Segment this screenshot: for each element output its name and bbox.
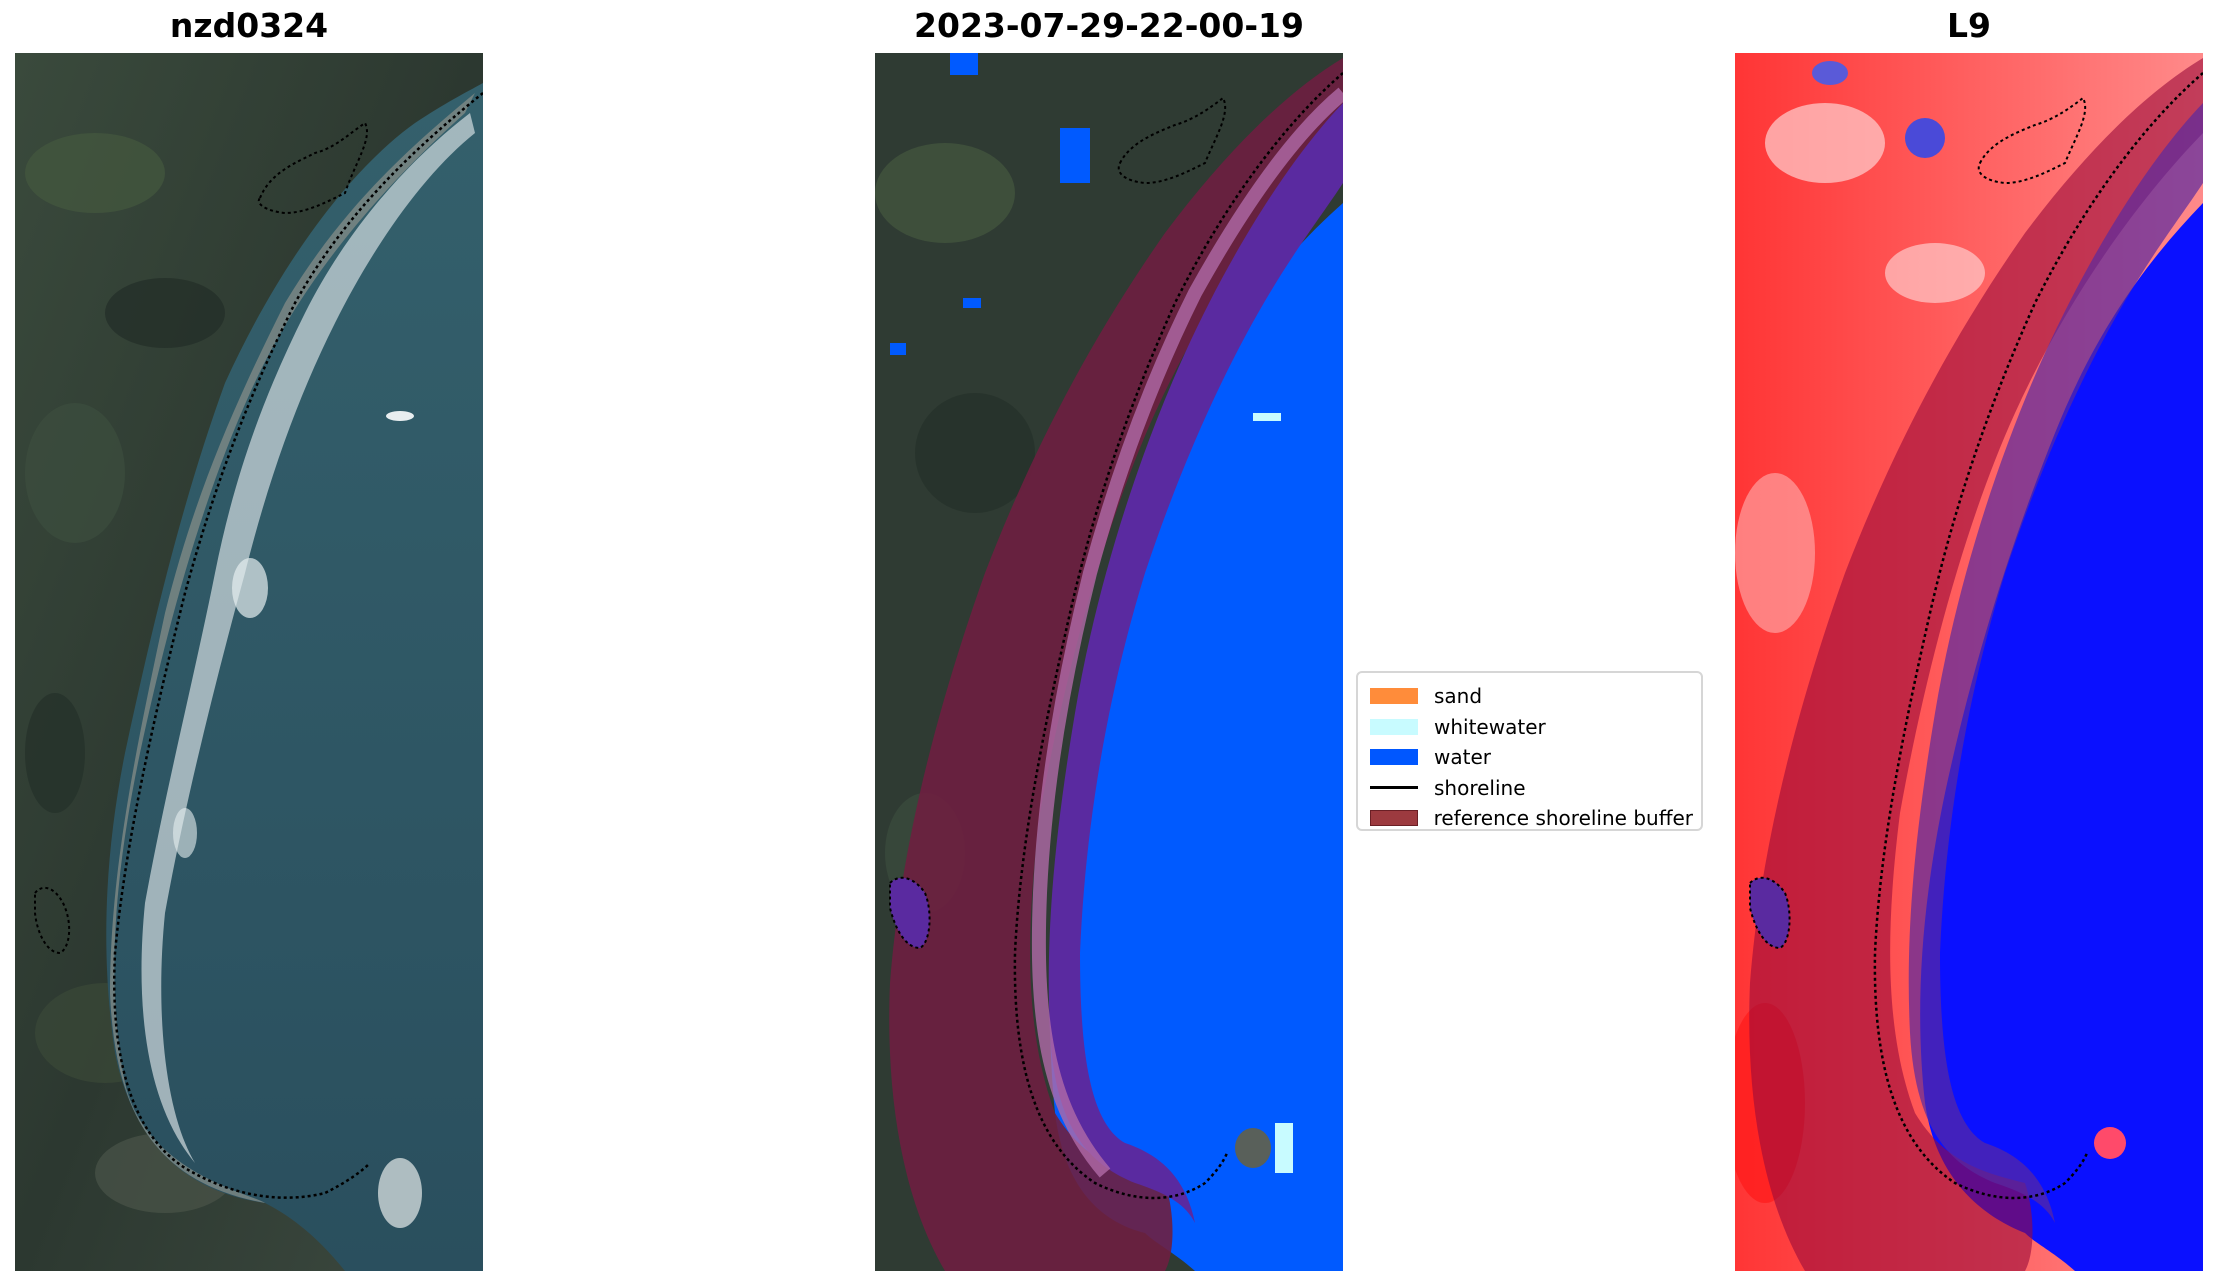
legend-label: shoreline	[1434, 775, 1526, 800]
legend-label: reference shoreline buffer	[1433, 806, 1693, 831]
water-swatch	[1370, 749, 1418, 766]
legend-label: water	[1434, 745, 1491, 770]
rgb-image-panel	[15, 53, 483, 1271]
buffer-swatch	[1370, 810, 1418, 827]
legend-label: whitewater	[1434, 714, 1546, 739]
shoreline-swatch	[1370, 786, 1418, 790]
legend-item-sand: sand	[1366, 681, 1693, 712]
legend-item-water: water	[1366, 742, 1693, 773]
sand-swatch	[1370, 688, 1418, 705]
legend: sand whitewater water shoreline referenc…	[1356, 671, 1703, 831]
legend-item-buffer: reference shoreline buffer	[1366, 803, 1693, 834]
whitewater-swatch	[1370, 718, 1418, 735]
panel-title-rgb: nzd0324	[169, 6, 329, 45]
panel-title-index: L9	[1947, 6, 1991, 45]
panel-title-classified: 2023-07-29-22-00-19	[914, 6, 1304, 45]
legend-label: sand	[1434, 684, 1483, 709]
shoreline-line-index	[1873, 72, 2203, 1200]
rgb-satellite-image	[15, 53, 483, 1271]
classified-image	[875, 53, 1343, 1271]
legend-item-whitewater: whitewater	[1366, 712, 1693, 743]
index-image-panel	[1735, 53, 2203, 1271]
classified-image-panel	[875, 53, 1343, 1271]
shoreline-line	[113, 92, 483, 1199]
index-image	[1735, 53, 2203, 1271]
legend-item-shoreline: shoreline	[1366, 773, 1693, 804]
shoreline-line-classified	[1013, 72, 1343, 1200]
